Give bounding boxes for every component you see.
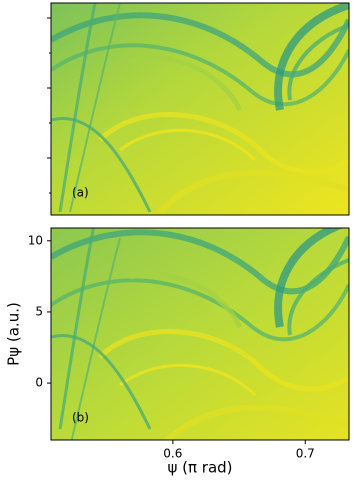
y-axis-label: Pψ (a.u.): [5, 302, 23, 366]
heatmap-texture: [58, 228, 95, 430]
heatmap-texture: [51, 334, 152, 430]
y-tick-label: 10: [28, 233, 43, 247]
heatmap-texture: [98, 112, 349, 175]
heatmap-texture: [129, 54, 243, 112]
heatmap-texture: [51, 278, 349, 342]
heatmap-texture: [51, 12, 349, 78]
x-tick-label: 0.6: [163, 447, 182, 461]
heatmap-texture: [287, 258, 349, 336]
heatmap-texture: [274, 3, 349, 111]
heatmap-texture: [119, 363, 257, 397]
heatmap-texture: [287, 23, 349, 101]
heatmap-texture: [51, 43, 349, 107]
plot-frame: [50, 227, 350, 441]
heatmap-texture: [51, 229, 349, 295]
heatmap-texture: [69, 3, 121, 213]
heatmap: [51, 228, 349, 440]
heatmap-texture: [162, 404, 349, 440]
plot-frame: [50, 2, 350, 216]
heatmap-texture: [98, 329, 349, 392]
x-tick-label: 0.7: [296, 447, 315, 461]
heatmap-texture: [119, 128, 257, 162]
panel-label: (b): [72, 411, 89, 425]
heatmap-texture: [58, 3, 97, 213]
y-tick-label: 0: [35, 376, 43, 390]
y-tick-label: 5: [35, 304, 43, 318]
panel-label: (a): [72, 186, 89, 200]
heatmap: [51, 3, 349, 215]
x-axis-label: ψ (π rad): [167, 459, 232, 477]
heatmap-texture: [129, 271, 243, 329]
heatmap-texture: [51, 117, 152, 213]
heatmap-texture: [157, 169, 349, 215]
